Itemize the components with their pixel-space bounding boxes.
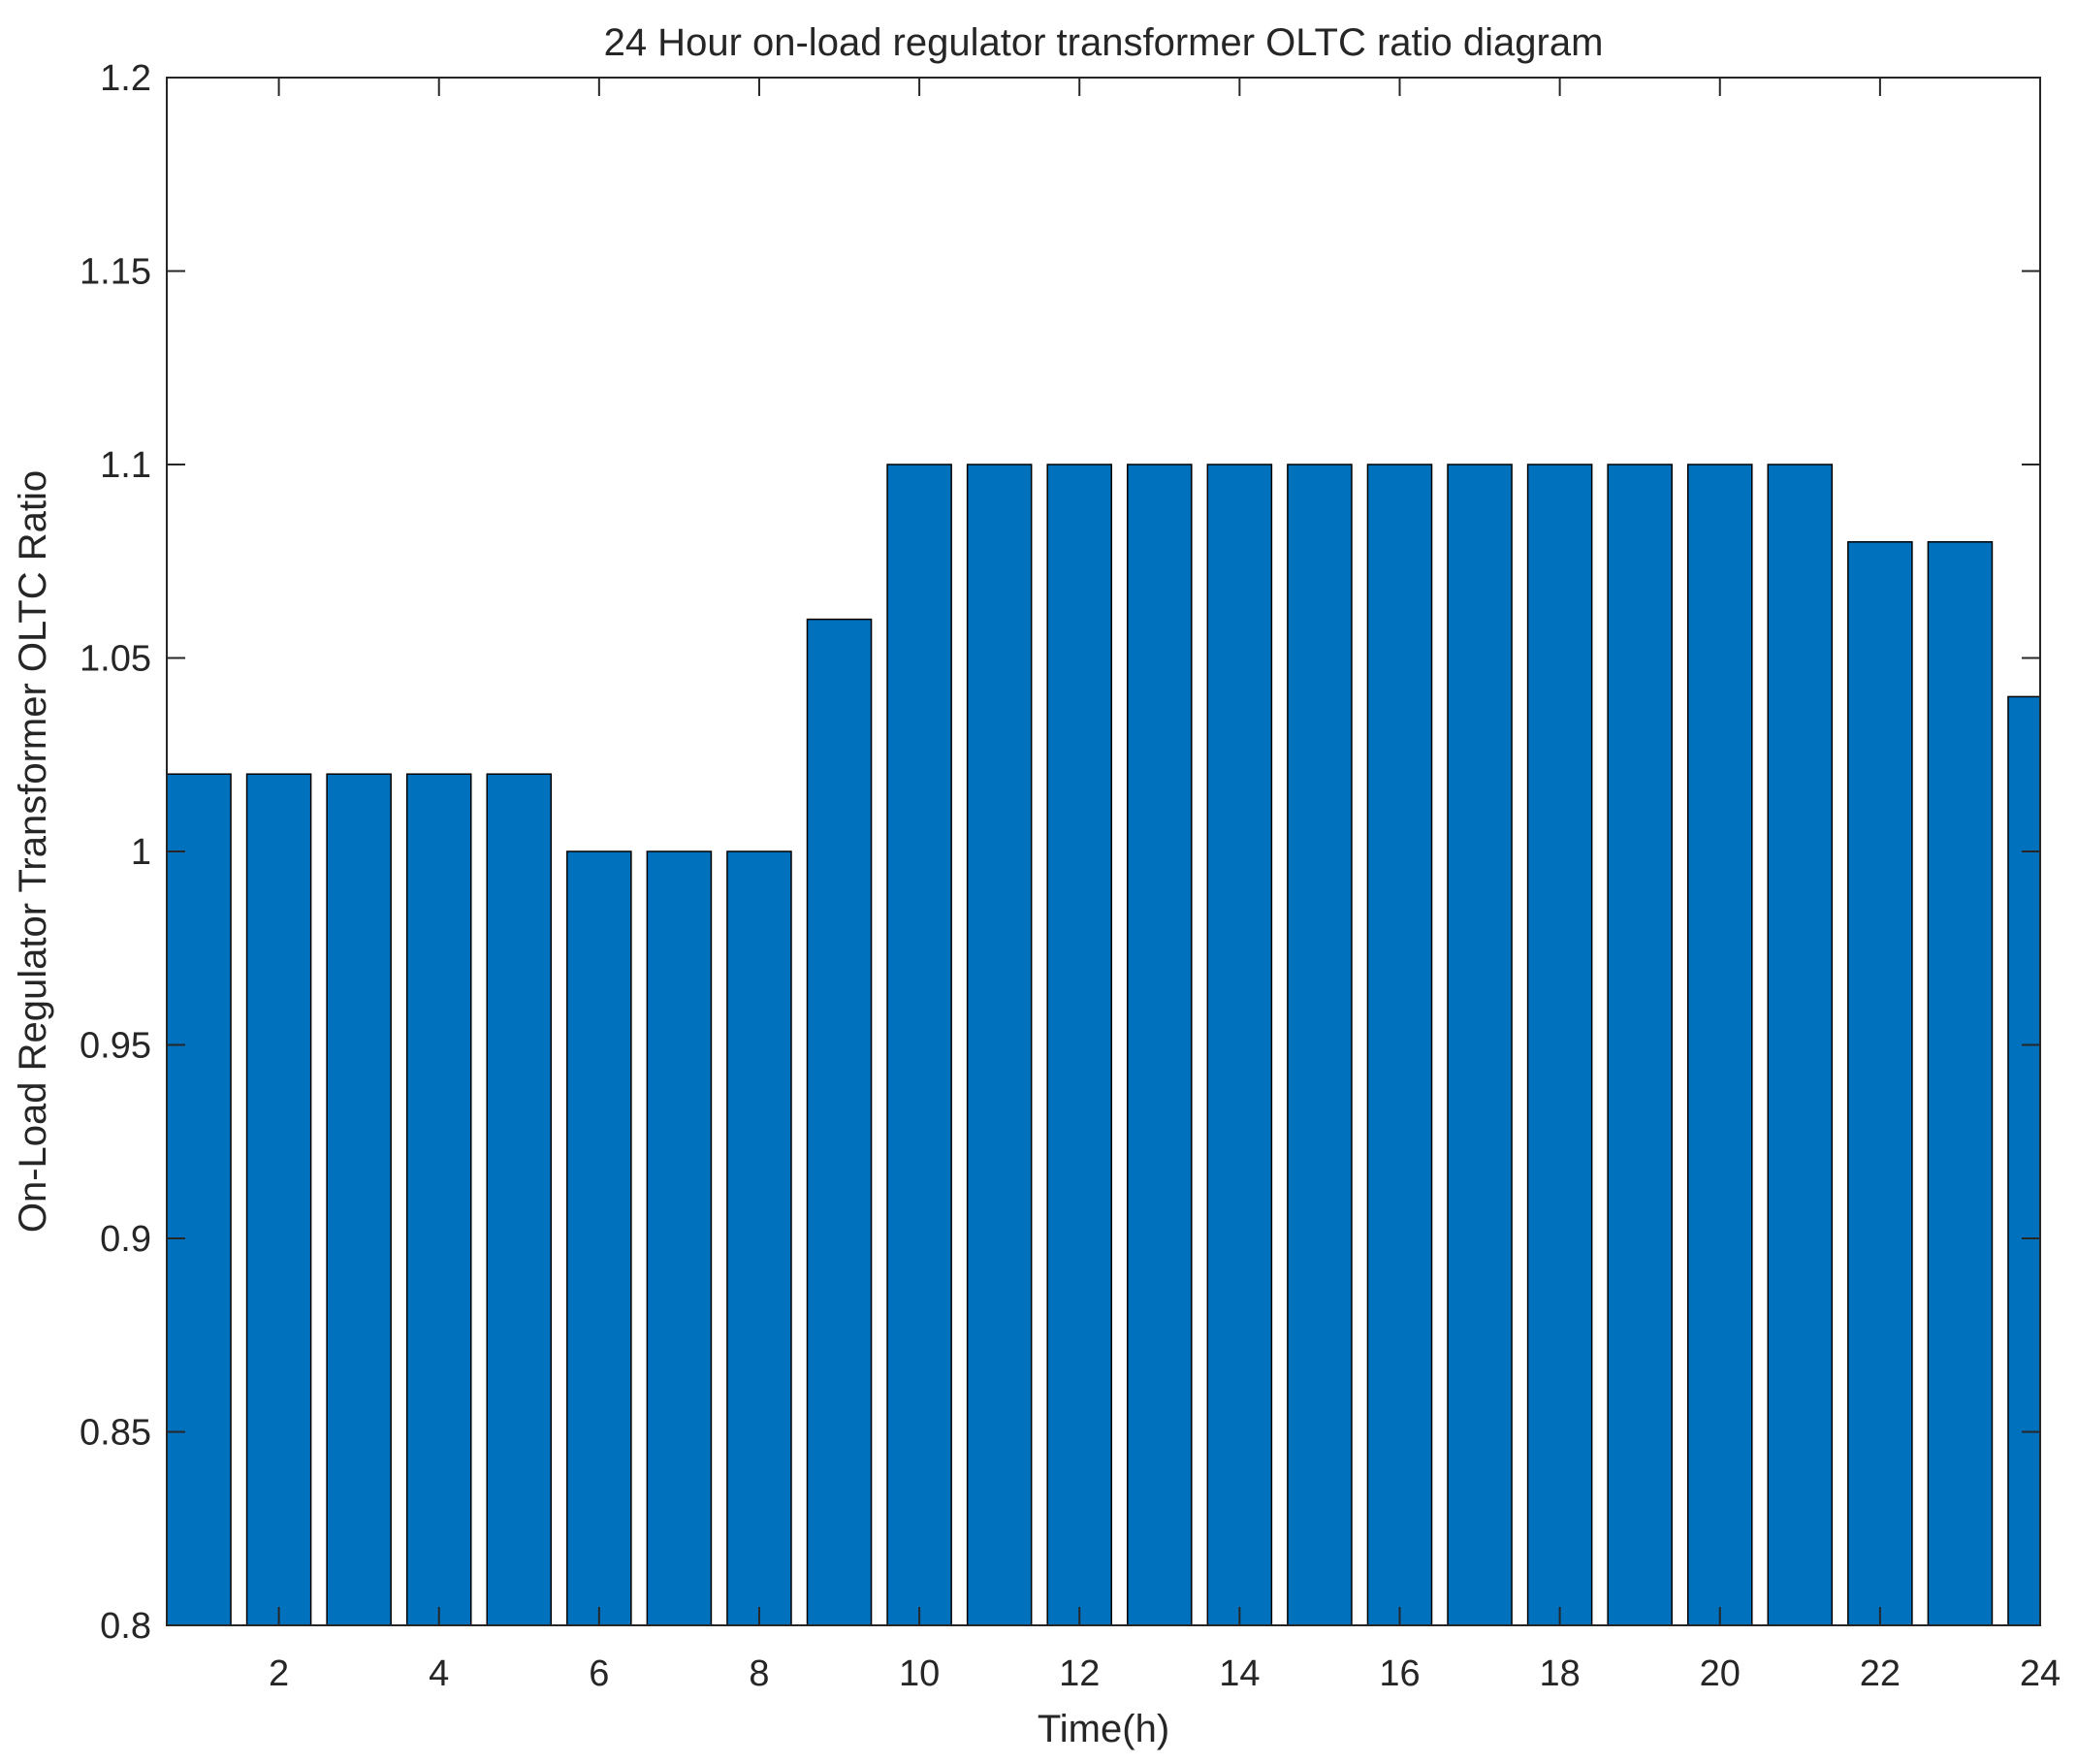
y-tick-label: 0.8 bbox=[100, 1606, 151, 1647]
x-tick-label: 2 bbox=[269, 1653, 289, 1694]
bar-hour-1 bbox=[167, 773, 232, 1625]
bar-hour-15 bbox=[1287, 464, 1353, 1625]
bar-hour-16 bbox=[1366, 464, 1433, 1625]
x-tick-label: 20 bbox=[1700, 1653, 1741, 1694]
bar-hour-17 bbox=[1447, 464, 1513, 1625]
y-tick-label: 1.2 bbox=[100, 58, 151, 99]
bar-hour-21 bbox=[1767, 464, 1834, 1625]
y-tick-label: 0.95 bbox=[80, 1026, 151, 1067]
bars-group bbox=[167, 464, 2040, 1625]
y-tick-label: 1.15 bbox=[80, 252, 151, 293]
bar-hour-10 bbox=[886, 464, 952, 1625]
bar-hour-18 bbox=[1526, 464, 1593, 1625]
x-tick-label: 4 bbox=[429, 1653, 449, 1694]
y-tick-label: 1.05 bbox=[80, 639, 151, 680]
x-tick-label: 12 bbox=[1059, 1653, 1100, 1694]
y-tick-label: 1.1 bbox=[100, 445, 151, 486]
bar-hour-12 bbox=[1046, 464, 1113, 1625]
bar-hour-2 bbox=[245, 773, 312, 1625]
x-tick-label: 16 bbox=[1379, 1653, 1420, 1694]
chart-title: 24 Hour on-load regulator transformer OL… bbox=[604, 21, 1604, 64]
bar-hour-5 bbox=[486, 773, 553, 1625]
bar-hour-23 bbox=[1927, 541, 1994, 1625]
x-tick-label: 22 bbox=[1860, 1653, 1901, 1694]
bar-hour-3 bbox=[326, 773, 392, 1625]
x-tick-label: 14 bbox=[1219, 1653, 1260, 1694]
y-tick-label: 0.9 bbox=[100, 1219, 151, 1260]
bar-hour-7 bbox=[646, 850, 713, 1625]
bar-hour-20 bbox=[1686, 464, 1753, 1625]
bar-hour-13 bbox=[1127, 464, 1193, 1625]
x-tick-label: 24 bbox=[2020, 1653, 2061, 1694]
y-tick-label: 0.85 bbox=[80, 1413, 151, 1454]
x-tick-label: 18 bbox=[1539, 1653, 1580, 1694]
bar-hour-6 bbox=[566, 850, 632, 1625]
x-tick-label: 8 bbox=[749, 1653, 769, 1694]
bar-hour-14 bbox=[1206, 464, 1273, 1625]
plot-frame bbox=[166, 77, 2041, 1626]
tick-labels-group: 2 4 6 8 10 12 14 16 18 20 22 240.80.850.90.9511.051… bbox=[80, 58, 2061, 1694]
x-tick-label: 6 bbox=[589, 1653, 609, 1694]
bar-hour-19 bbox=[1607, 464, 1673, 1625]
bar-hour-11 bbox=[966, 464, 1033, 1625]
x-axis-label: Time(h) bbox=[1038, 1708, 1169, 1750]
y-tick-label: 1 bbox=[131, 832, 151, 873]
bar-hour-22 bbox=[1847, 541, 1913, 1625]
bar-hour-9 bbox=[806, 618, 873, 1625]
bar-hour-8 bbox=[726, 850, 792, 1625]
bar-hour-4 bbox=[405, 773, 472, 1625]
x-tick-label: 10 bbox=[899, 1653, 940, 1694]
y-axis-label: On-Load Regulator Transformer OLTC Ratio bbox=[12, 470, 54, 1233]
